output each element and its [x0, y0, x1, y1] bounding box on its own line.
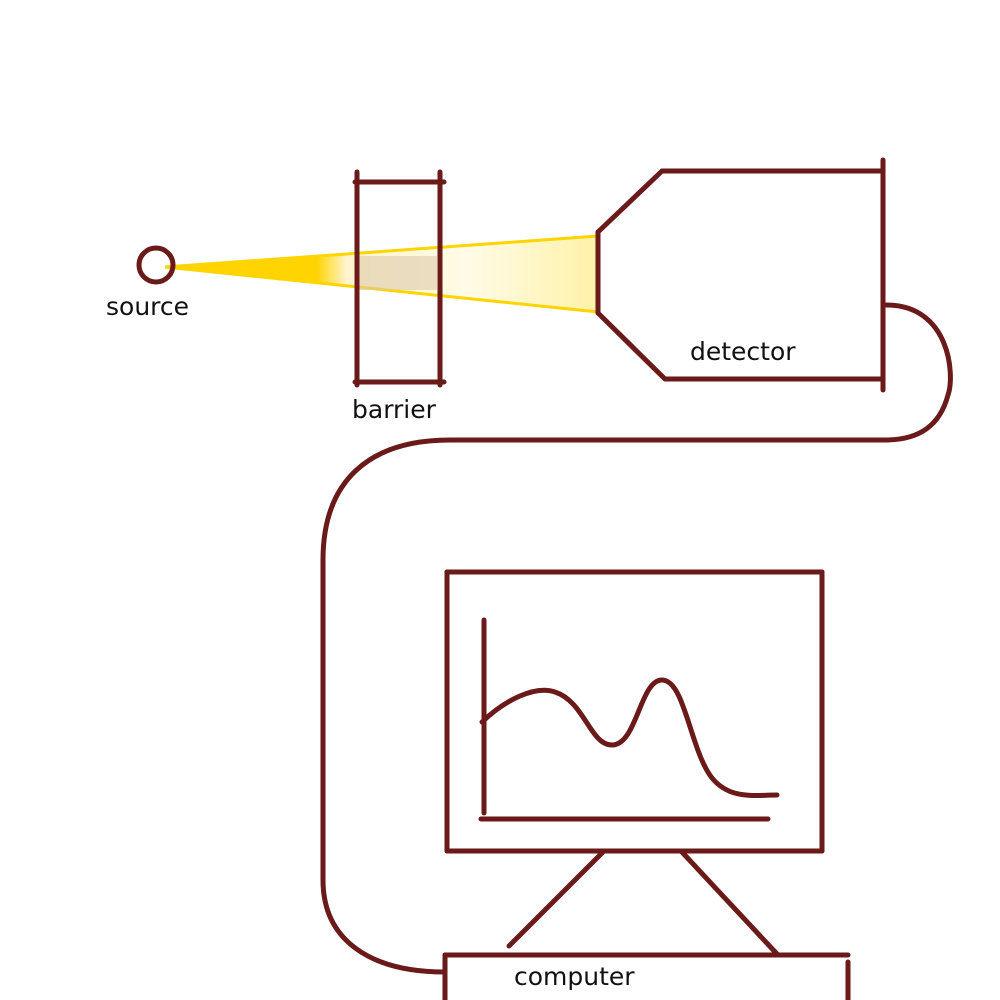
monitor-stand — [506, 848, 780, 957]
beam-edge-top — [164, 234, 599, 269]
beam-shadow-in-barrier — [357, 256, 437, 290]
source-label: source — [106, 292, 189, 321]
radiation-beam — [164, 234, 599, 314]
spectrum-curve-icon — [478, 617, 780, 822]
barrier-label: barrier — [352, 395, 437, 424]
detector-label: detector — [690, 337, 796, 366]
detector — [595, 157, 886, 393]
computer-label: computer — [514, 962, 635, 991]
cable — [320, 302, 953, 975]
barrier — [352, 169, 447, 388]
source-icon — [136, 245, 176, 285]
computer-base — [442, 952, 851, 1000]
plot-curve — [479, 677, 780, 798]
monitor — [444, 569, 825, 854]
